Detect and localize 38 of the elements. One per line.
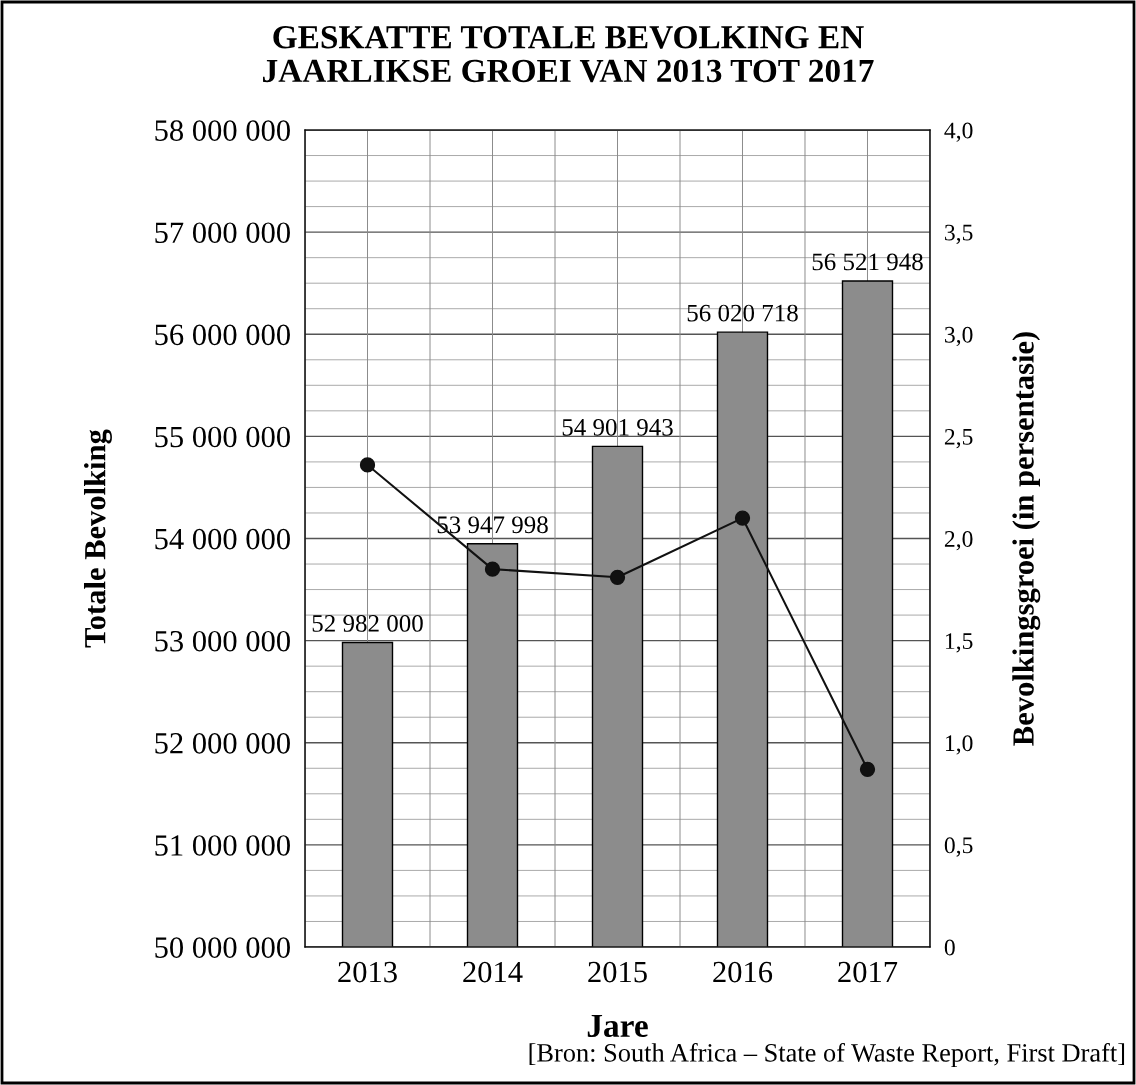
data-label: 56 020 718	[687, 304, 798, 322]
data-label: 52 982 000	[312, 614, 423, 632]
point	[734, 510, 751, 526]
y-tick-label: 50 000 000	[155, 937, 290, 958]
y2-tick-label: 4,0	[944, 122, 973, 142]
x-tick-label: 2013	[338, 961, 397, 983]
text: [Bron: South Africa – State of Waste Report, First Draft]	[529, 1042, 1125, 1068]
point	[859, 761, 876, 777]
y-tick-label: 53 000 000	[155, 630, 290, 652]
y-tick-label: 57 000 000	[155, 222, 290, 244]
y2-tick-label: 3,5	[945, 224, 973, 244]
y2-tick-label: 2,0	[944, 530, 973, 551]
data-label: 53 947 998	[437, 516, 548, 534]
y2-tick-label: 0	[944, 939, 955, 956]
x-tick-label: 2016	[713, 961, 773, 983]
y-tick-label: 58 000 000	[155, 120, 290, 141]
y-tick-label: 56 000 000	[155, 324, 290, 346]
y-tick-label: 54 000 000	[155, 528, 290, 550]
y-tick-label: 51 000 000	[155, 835, 290, 856]
chart-title: GESKATTE TOTALE BEVOLKING EN JAARLIKSE GROEI VAN 2013 TOT 2017	[263, 26, 874, 83]
x-tick-label: 2015	[588, 961, 647, 983]
y2-axis-title: Bevolkingsgroei (in persentasie)	[1012, 332, 1041, 746]
y-axis-title: Totale Bevolking	[84, 429, 112, 648]
point	[359, 457, 376, 473]
y2-tick-label: 3,0	[945, 326, 973, 347]
x-axis-title: Jare	[587, 1014, 648, 1038]
data-label: 56 521 948	[812, 253, 923, 271]
data-label: 54 901 943	[562, 418, 673, 436]
y-tick-label: 52 000 000	[155, 733, 290, 754]
point	[484, 561, 501, 577]
y2-tick-label: 2,5	[944, 428, 973, 449]
y-tick-label: 55 000 000	[155, 426, 290, 448]
point	[609, 569, 626, 585]
y2-tick-label: 1,0	[945, 735, 973, 755]
x-tick-label: 2014	[463, 961, 523, 983]
x-tick-label: 2017	[838, 961, 898, 983]
y2-tick-label: 0,5	[944, 837, 973, 857]
y2-tick-label: 1,5	[945, 633, 973, 653]
